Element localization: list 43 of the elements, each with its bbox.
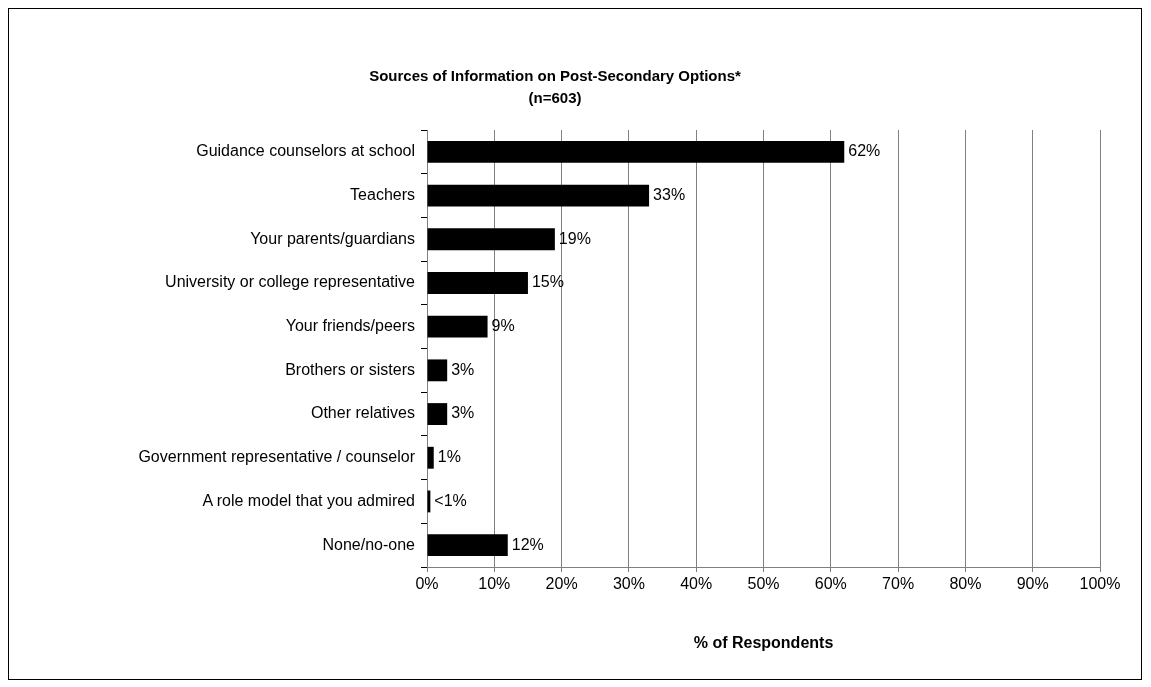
bar xyxy=(427,272,528,294)
y-tick-label: Brothers or sisters xyxy=(285,360,415,378)
chart-subtitle: (n=603) xyxy=(528,89,582,107)
chart-title: Sources of Information on Post-Secondary Options* xyxy=(369,67,742,85)
y-tick-label: Your parents/guardians xyxy=(250,229,415,247)
x-tick-label: 40% xyxy=(680,575,713,593)
y-tick-label: A role model that you admired xyxy=(202,491,415,509)
bar xyxy=(427,228,555,251)
x-axis-title: % of Respondents xyxy=(693,633,834,651)
y-tick-label: Other relatives xyxy=(310,404,415,422)
data-label: 19% xyxy=(558,229,591,247)
x-tick-label: 10% xyxy=(478,575,511,593)
y-tick-label: University or college representative xyxy=(165,273,416,291)
x-tick-label: 30% xyxy=(612,575,645,593)
x-tick-label: 100% xyxy=(1079,575,1121,593)
bar xyxy=(427,534,508,557)
data-label: 62% xyxy=(848,142,881,160)
data-label: 33% xyxy=(653,185,686,203)
bar xyxy=(427,184,650,207)
y-tick-label: Your friends/peers xyxy=(285,317,415,335)
x-tick-label: 80% xyxy=(949,575,982,593)
bar xyxy=(427,140,845,163)
x-tick-label: 50% xyxy=(747,575,780,593)
data-label: 3% xyxy=(451,404,475,422)
y-tick-label: None/no-one xyxy=(322,535,416,553)
bar xyxy=(427,315,488,338)
bar xyxy=(427,403,448,425)
y-tick-label: Government representative / counselor xyxy=(138,448,416,466)
x-tick-label: 20% xyxy=(545,575,578,593)
data-label: 1% xyxy=(437,448,461,466)
x-tick-label: 90% xyxy=(1016,575,1049,593)
data-label: 12% xyxy=(511,535,544,553)
y-tick-label: Guidance counselors at school xyxy=(196,142,415,160)
data-label: <1% xyxy=(434,491,467,509)
data-label: 9% xyxy=(491,317,515,335)
bar xyxy=(427,446,434,469)
bar xyxy=(427,359,448,382)
y-tick-label: Teachers xyxy=(350,185,415,203)
data-label: 3% xyxy=(451,360,475,378)
x-tick-label: 70% xyxy=(882,575,915,593)
x-tick-label: 0% xyxy=(415,575,439,593)
data-label: 15% xyxy=(531,273,564,291)
x-tick-label: 60% xyxy=(814,575,847,593)
